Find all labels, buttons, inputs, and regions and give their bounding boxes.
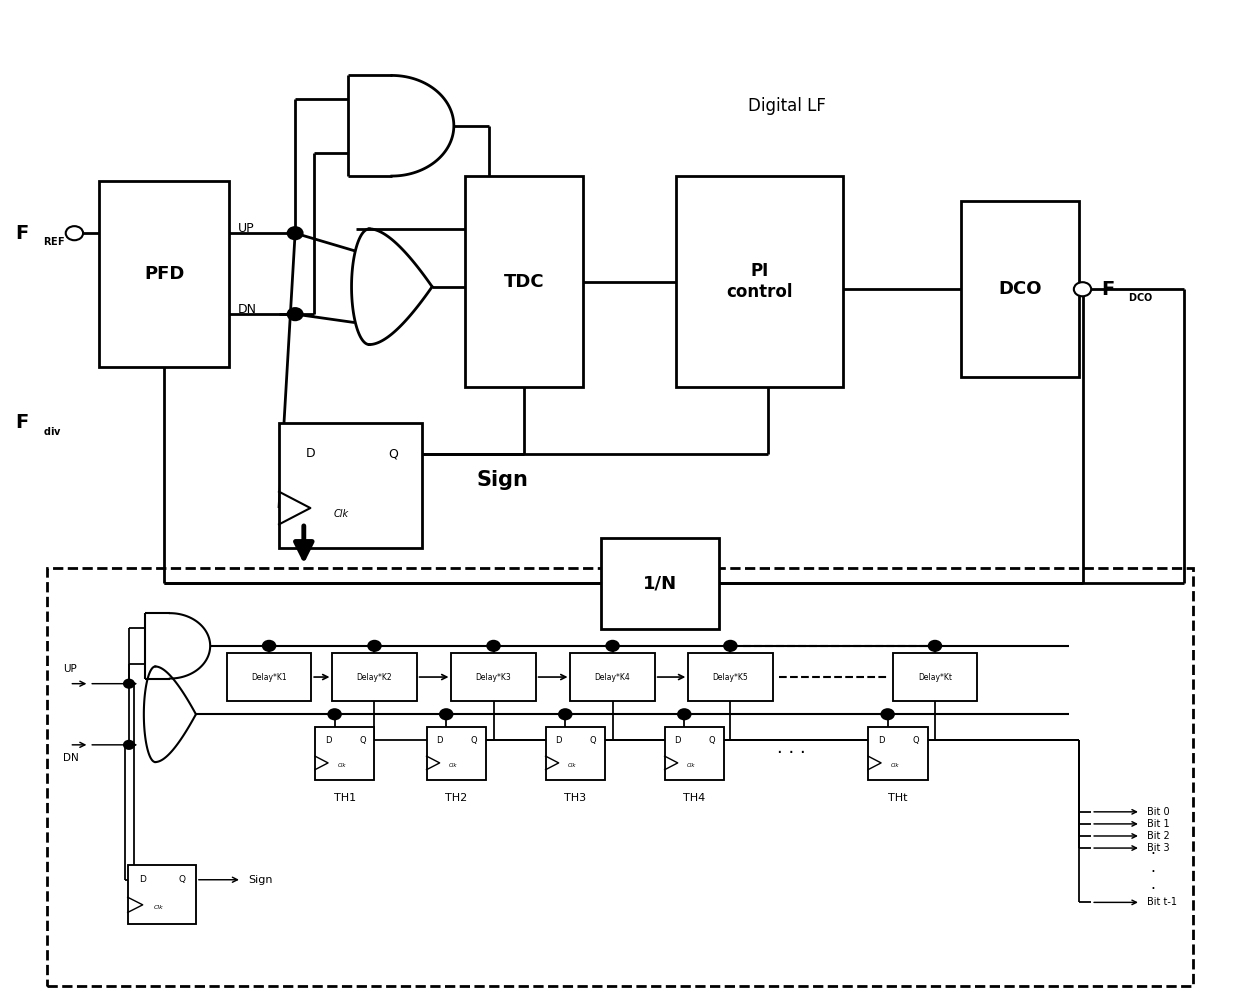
Text: ·  ·  ·: · · · [771, 672, 811, 682]
Circle shape [263, 641, 275, 651]
Text: 1/N: 1/N [644, 574, 677, 593]
FancyBboxPatch shape [47, 568, 1193, 986]
Circle shape [124, 680, 134, 688]
Text: Clk: Clk [568, 763, 577, 768]
FancyBboxPatch shape [570, 653, 655, 701]
Text: Clk: Clk [449, 763, 458, 768]
FancyBboxPatch shape [868, 727, 928, 780]
Text: Q: Q [913, 736, 919, 744]
Text: Delay*K4: Delay*K4 [595, 673, 630, 681]
Text: Clk: Clk [334, 509, 348, 519]
Text: Delay*K3: Delay*K3 [476, 673, 511, 681]
Circle shape [288, 308, 303, 320]
Circle shape [288, 227, 303, 239]
Text: $\mathbf{F}$: $\mathbf{F}$ [15, 223, 29, 242]
Text: PFD: PFD [144, 266, 185, 283]
Text: Q: Q [471, 736, 477, 744]
Text: TH2: TH2 [445, 793, 467, 803]
FancyBboxPatch shape [688, 653, 773, 701]
Text: TDC: TDC [503, 273, 544, 291]
Text: Q: Q [360, 736, 366, 744]
Text: Q: Q [388, 448, 398, 461]
Text: Delay*K2: Delay*K2 [357, 673, 392, 681]
Text: Delay*K5: Delay*K5 [713, 673, 748, 681]
Text: D: D [556, 736, 562, 744]
Text: Bit 3: Bit 3 [1147, 843, 1169, 853]
FancyBboxPatch shape [676, 176, 843, 387]
Text: $_{\mathbf{DCO}}$: $_{\mathbf{DCO}}$ [1128, 291, 1153, 304]
Circle shape [66, 226, 83, 240]
FancyBboxPatch shape [465, 176, 583, 387]
FancyBboxPatch shape [99, 181, 229, 367]
Text: ·
·
·: · · · [1151, 847, 1156, 897]
FancyBboxPatch shape [427, 727, 486, 780]
Text: D: D [325, 736, 331, 744]
Text: Bit 0: Bit 0 [1147, 807, 1169, 817]
Circle shape [329, 709, 341, 719]
Circle shape [368, 641, 381, 651]
Text: TH4: TH4 [683, 793, 706, 803]
Circle shape [440, 709, 453, 719]
FancyBboxPatch shape [227, 653, 311, 701]
Text: DN: DN [63, 752, 79, 763]
Text: DCO: DCO [998, 281, 1042, 298]
FancyBboxPatch shape [961, 201, 1079, 377]
Text: $_{\mathbf{div}}$: $_{\mathbf{div}}$ [43, 424, 62, 438]
Text: Clk: Clk [890, 763, 899, 768]
Text: TH1: TH1 [334, 793, 356, 803]
Text: Delay*K1: Delay*K1 [252, 673, 286, 681]
FancyBboxPatch shape [128, 865, 196, 924]
Circle shape [124, 740, 134, 748]
Text: D: D [436, 736, 443, 744]
Text: Delay*Kt: Delay*Kt [918, 673, 952, 681]
Text: TH3: TH3 [564, 793, 587, 803]
Text: Bit 2: Bit 2 [1147, 831, 1169, 841]
FancyBboxPatch shape [601, 538, 719, 629]
Circle shape [929, 641, 941, 651]
FancyBboxPatch shape [315, 727, 374, 780]
Text: UP: UP [63, 664, 77, 674]
Circle shape [678, 709, 691, 719]
Text: $\mathbf{F}$: $\mathbf{F}$ [1101, 280, 1115, 299]
FancyBboxPatch shape [546, 727, 605, 780]
Circle shape [606, 641, 619, 651]
Text: Sign: Sign [476, 471, 528, 490]
FancyBboxPatch shape [279, 423, 422, 548]
Text: $_{\mathbf{REF}}$: $_{\mathbf{REF}}$ [43, 234, 66, 248]
Text: UP: UP [238, 221, 254, 234]
Text: Clk: Clk [687, 763, 696, 768]
Text: Q: Q [590, 736, 596, 744]
Text: Bit t-1: Bit t-1 [1147, 897, 1177, 907]
Text: Bit 1: Bit 1 [1147, 819, 1169, 829]
FancyBboxPatch shape [893, 653, 977, 701]
Text: Sign: Sign [248, 875, 273, 884]
Text: THt: THt [888, 793, 908, 803]
Text: DN: DN [238, 303, 257, 316]
Text: Q: Q [179, 875, 186, 884]
Text: D: D [305, 448, 315, 461]
Circle shape [724, 641, 737, 651]
Circle shape [882, 709, 894, 719]
Text: Clk: Clk [154, 905, 164, 910]
FancyBboxPatch shape [332, 653, 417, 701]
FancyBboxPatch shape [451, 653, 536, 701]
FancyBboxPatch shape [665, 727, 724, 780]
Text: D: D [139, 875, 146, 884]
Text: Q: Q [709, 736, 715, 744]
Text: D: D [675, 736, 681, 744]
Text: D: D [878, 736, 884, 744]
Text: Clk: Clk [337, 763, 346, 768]
Text: PI
control: PI control [727, 263, 792, 301]
Text: $\mathbf{F}$: $\mathbf{F}$ [15, 413, 29, 432]
Circle shape [559, 709, 572, 719]
Text: Digital LF: Digital LF [749, 97, 826, 115]
Text: · · ·: · · · [776, 744, 806, 763]
Circle shape [487, 641, 500, 651]
Circle shape [1074, 283, 1091, 297]
